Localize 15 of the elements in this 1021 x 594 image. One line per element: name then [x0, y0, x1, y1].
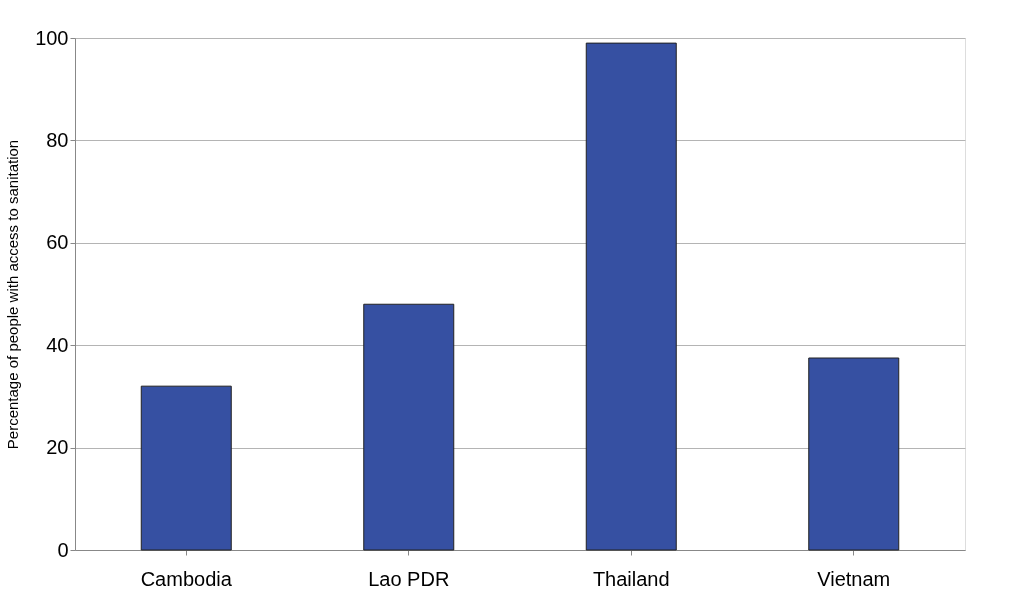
y-tick-label: 40	[46, 333, 69, 356]
bar	[140, 385, 232, 551]
x-tick-label: Lao PDR	[368, 567, 450, 590]
x-tick-label: Vietnam	[817, 567, 891, 590]
x-tick-label: Thailand	[592, 567, 670, 590]
y-tick-label: 60	[46, 231, 69, 254]
bar	[585, 42, 677, 551]
y-tick-label: 100	[35, 26, 69, 49]
y-tick-label: 80	[46, 128, 69, 151]
bar	[808, 357, 900, 551]
x-tick-label: Cambodia	[140, 567, 233, 590]
y-tick-label: 0	[57, 538, 69, 561]
y-tick-label: 20	[46, 436, 69, 459]
y-axis-title: Percentage of people with access to sanitation	[4, 139, 22, 450]
bar	[363, 303, 455, 551]
